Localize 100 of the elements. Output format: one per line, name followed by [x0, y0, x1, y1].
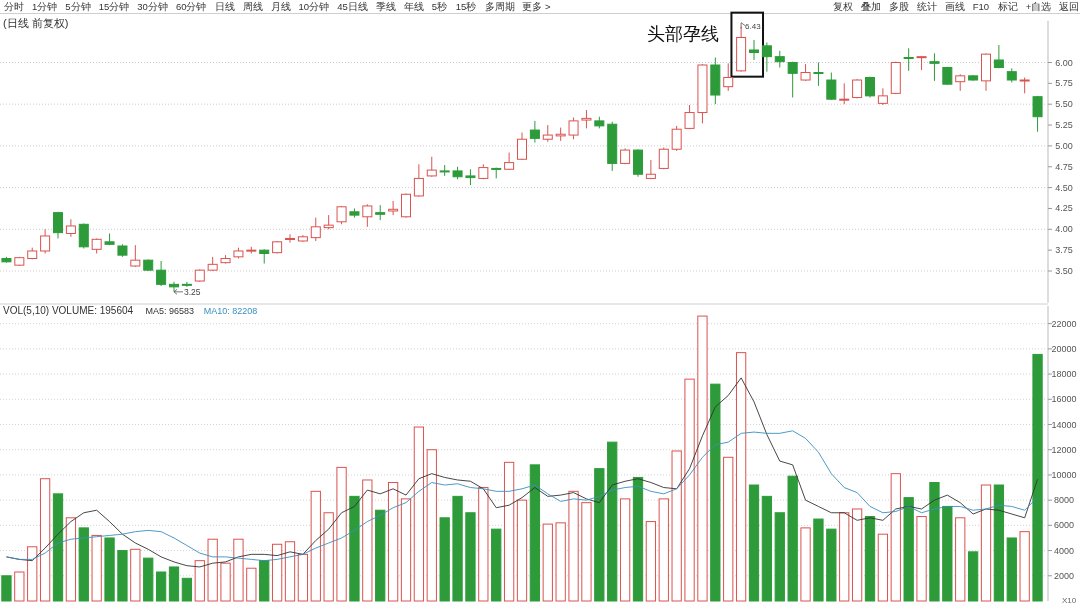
- bar: [1032, 353, 1043, 602]
- text: 叠加: [860, 1, 881, 12]
- candlestick: [284, 233, 296, 244]
- bar: [774, 512, 785, 602]
- bar: [555, 522, 566, 602]
- text: 5秒: [431, 1, 448, 12]
- bar: [877, 533, 889, 602]
- candlestick: [813, 62, 824, 87]
- candlestick: [310, 217, 321, 242]
- bar: [864, 516, 876, 602]
- bar: [452, 495, 463, 602]
- candlestick: [52, 211, 64, 239]
- bar: [942, 505, 953, 602]
- candlestick: [40, 228, 51, 254]
- bar: [1019, 531, 1030, 602]
- bar: [207, 538, 218, 602]
- candlestick: [78, 222, 89, 249]
- bar: [607, 441, 618, 602]
- bar: [194, 560, 205, 602]
- y-tick-label: 5.50: [1055, 99, 1073, 110]
- y-tick-label: 6.00: [1055, 57, 1073, 68]
- bar: [143, 557, 154, 602]
- bar: [619, 498, 631, 602]
- bar: [967, 551, 979, 602]
- bar: [400, 498, 412, 602]
- y-tick-label: 3.75: [1055, 245, 1073, 256]
- y-tick-label: 6000: [1053, 520, 1075, 531]
- y-tick-label: 4.00: [1055, 224, 1073, 235]
- y-tick-label: 5.00: [1055, 140, 1073, 151]
- candlestick: [684, 104, 695, 130]
- text: 周线: [242, 1, 263, 12]
- y-tick-label: 12000: [1051, 444, 1077, 455]
- bar: [851, 508, 863, 602]
- candlestick: [362, 203, 373, 228]
- candlestick: [581, 109, 592, 129]
- y-tick-label: 2000: [1053, 570, 1075, 581]
- bar: [697, 315, 708, 602]
- candlestick: [426, 156, 437, 178]
- candlestick: [903, 47, 914, 72]
- bar: [155, 571, 167, 602]
- bar: [800, 527, 811, 602]
- bar: [349, 495, 360, 602]
- candlestick: [181, 281, 192, 288]
- annotation: 头部孕线: [647, 23, 720, 44]
- bar: [465, 512, 476, 602]
- text: +自选: [1025, 1, 1052, 12]
- candlestick: [504, 152, 515, 171]
- bar: [323, 512, 334, 602]
- text: F10: [972, 1, 990, 12]
- y-tick-label: 18000: [1051, 369, 1077, 380]
- candlestick: [1032, 95, 1043, 133]
- candlestick: [529, 120, 540, 144]
- candlestick: [413, 163, 424, 198]
- bar: [993, 484, 1005, 602]
- chart-title: VOL(5,10) VOLUME: 195604: [3, 305, 134, 316]
- bar: [632, 476, 644, 602]
- bar: [787, 475, 798, 602]
- y-tick-label: 4000: [1053, 545, 1075, 556]
- bar: [27, 546, 38, 602]
- bar: [78, 527, 89, 602]
- candlestick: [568, 117, 579, 140]
- y-tick-label: 10000: [1051, 469, 1077, 480]
- bar: [233, 538, 244, 602]
- candlestick: [65, 218, 76, 238]
- text: 45日线: [337, 1, 368, 12]
- candlestick: [168, 281, 180, 293]
- candlestick: [671, 125, 682, 152]
- text: 标记: [996, 1, 1018, 12]
- candlestick: [839, 82, 850, 105]
- y-tick-label: 4.75: [1055, 161, 1073, 172]
- bar: [491, 528, 502, 602]
- text: 日线: [214, 1, 235, 12]
- bar: [246, 567, 257, 602]
- bar: [478, 487, 489, 602]
- text: 统计: [916, 1, 937, 12]
- bar: [761, 495, 773, 602]
- bar: [568, 490, 579, 602]
- bar: [284, 541, 296, 602]
- candlestick: [388, 200, 399, 216]
- text: 月线: [270, 1, 291, 12]
- bar: [516, 499, 528, 602]
- bar: [426, 449, 437, 602]
- bar: [581, 502, 592, 602]
- y-tick-label: 22000: [1051, 318, 1077, 329]
- text: 年线: [403, 1, 424, 12]
- bar: [529, 464, 541, 602]
- bar: [723, 456, 734, 602]
- text: X10: [1062, 596, 1077, 605]
- y-tick-label: 3.50: [1055, 266, 1073, 277]
- candlestick: [787, 61, 798, 99]
- candlestick: [877, 87, 888, 106]
- bar: [39, 478, 51, 602]
- bar: [387, 482, 399, 602]
- bar: [955, 517, 966, 602]
- text: 返回: [1059, 1, 1079, 12]
- candlestick: [723, 62, 734, 92]
- bar: [362, 479, 373, 602]
- bar: [336, 466, 347, 602]
- bar: [104, 537, 115, 602]
- text: MA10: 82208: [203, 306, 258, 316]
